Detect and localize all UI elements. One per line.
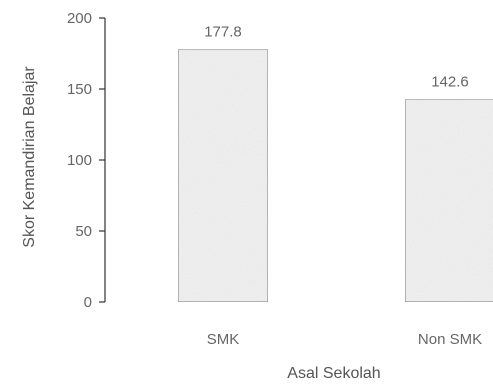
y-tick-label: 50 <box>75 223 92 240</box>
x-tick-label: Non SMK <box>418 331 482 348</box>
data-label: 142.6 <box>431 74 469 91</box>
x-axis-title: Asal Sekolah <box>287 365 380 382</box>
bar-non-smk <box>404 99 493 303</box>
y-tick-label: 0 <box>84 294 92 311</box>
y-axis: 0 50 100 150 200 <box>67 10 106 311</box>
y-axis-title: Skor Kemandirian Belajar <box>21 66 38 248</box>
data-labels: 177.8 142.6 <box>204 24 469 91</box>
y-tick-label: 150 <box>67 81 92 98</box>
y-tick-label: 100 <box>67 152 92 169</box>
y-tick-label: 200 <box>67 10 92 27</box>
bars <box>177 49 493 303</box>
data-label: 177.8 <box>204 24 242 41</box>
bar-smk <box>177 49 269 303</box>
x-tick-label: SMK <box>207 331 240 348</box>
x-tick-labels: SMK Non SMK <box>207 331 482 348</box>
